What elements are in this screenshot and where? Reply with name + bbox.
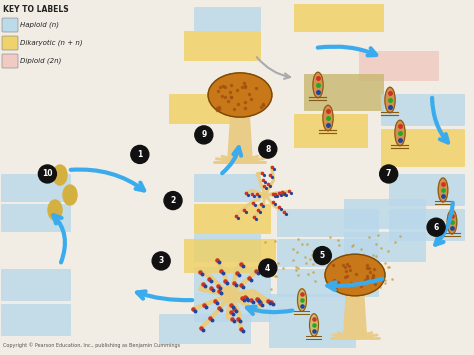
Text: Dikaryotic (n + n): Dikaryotic (n + n) [20, 40, 82, 46]
FancyBboxPatch shape [294, 4, 384, 32]
Circle shape [427, 218, 445, 236]
FancyBboxPatch shape [184, 31, 261, 61]
Ellipse shape [208, 73, 272, 117]
Text: 2: 2 [170, 196, 176, 205]
Text: 6: 6 [433, 223, 439, 232]
FancyBboxPatch shape [1, 204, 71, 232]
FancyBboxPatch shape [2, 18, 18, 32]
Ellipse shape [53, 165, 67, 185]
Text: 7: 7 [386, 169, 392, 179]
Circle shape [152, 252, 170, 270]
FancyBboxPatch shape [159, 314, 251, 344]
Ellipse shape [447, 210, 457, 234]
Text: 4: 4 [265, 263, 271, 273]
Text: 1: 1 [137, 150, 143, 159]
Text: 10: 10 [42, 169, 53, 179]
FancyBboxPatch shape [1, 174, 71, 202]
Text: Haploid (n): Haploid (n) [20, 22, 59, 28]
FancyBboxPatch shape [194, 294, 271, 322]
Text: KEY TO LABELS: KEY TO LABELS [3, 5, 69, 14]
Polygon shape [344, 294, 366, 338]
Circle shape [131, 146, 149, 163]
Circle shape [38, 165, 56, 183]
FancyBboxPatch shape [194, 204, 271, 234]
Ellipse shape [298, 289, 307, 311]
FancyBboxPatch shape [169, 94, 236, 124]
Ellipse shape [385, 87, 395, 113]
Circle shape [195, 126, 213, 144]
FancyBboxPatch shape [269, 294, 356, 321]
Text: Copyright © Pearson Education, Inc., publishing as Benjamin Cummings: Copyright © Pearson Education, Inc., pub… [3, 342, 180, 348]
Circle shape [259, 259, 277, 277]
FancyBboxPatch shape [194, 234, 261, 262]
FancyBboxPatch shape [344, 199, 426, 229]
FancyBboxPatch shape [381, 129, 465, 167]
Text: 5: 5 [320, 251, 325, 260]
Ellipse shape [325, 254, 385, 296]
FancyBboxPatch shape [184, 239, 276, 273]
Ellipse shape [395, 120, 405, 146]
FancyBboxPatch shape [277, 209, 379, 237]
FancyBboxPatch shape [344, 232, 426, 262]
Ellipse shape [63, 185, 77, 205]
FancyBboxPatch shape [389, 209, 465, 241]
FancyBboxPatch shape [194, 174, 261, 202]
FancyBboxPatch shape [304, 74, 384, 111]
Ellipse shape [438, 178, 448, 202]
FancyBboxPatch shape [277, 269, 379, 297]
Circle shape [164, 192, 182, 209]
FancyBboxPatch shape [277, 239, 379, 267]
Circle shape [259, 140, 277, 158]
FancyBboxPatch shape [269, 321, 356, 348]
Text: Diploid (2n): Diploid (2n) [20, 58, 61, 64]
FancyBboxPatch shape [359, 51, 439, 81]
FancyBboxPatch shape [2, 36, 18, 50]
Text: 3: 3 [158, 256, 164, 266]
FancyBboxPatch shape [389, 174, 465, 206]
FancyBboxPatch shape [194, 267, 271, 295]
FancyBboxPatch shape [381, 94, 465, 126]
Circle shape [380, 165, 398, 183]
FancyBboxPatch shape [294, 114, 368, 148]
Polygon shape [228, 115, 252, 162]
Ellipse shape [313, 72, 323, 98]
Ellipse shape [48, 200, 62, 220]
Ellipse shape [323, 105, 333, 131]
FancyBboxPatch shape [1, 269, 71, 301]
FancyBboxPatch shape [1, 304, 71, 336]
Ellipse shape [310, 314, 319, 336]
FancyBboxPatch shape [2, 54, 18, 68]
FancyBboxPatch shape [194, 7, 261, 31]
Circle shape [313, 247, 331, 264]
Text: 8: 8 [265, 144, 271, 154]
Text: 9: 9 [201, 130, 207, 140]
